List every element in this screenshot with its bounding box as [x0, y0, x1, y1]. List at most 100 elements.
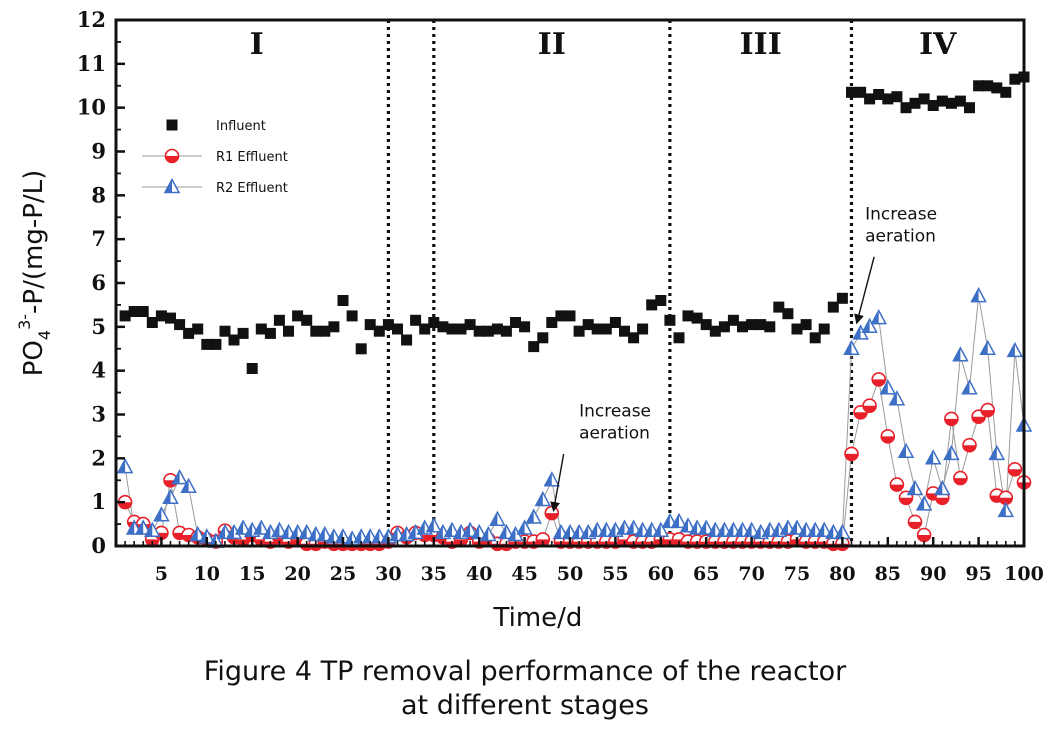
data-point-influent [882, 93, 894, 105]
data-point-influent [310, 325, 322, 337]
data-point-r2-effluent [498, 523, 515, 540]
circle-marker-outline [980, 402, 996, 418]
data-point-r2-effluent [870, 309, 887, 325]
square-marker-shape [936, 95, 948, 107]
circle-marker-outline [962, 437, 977, 453]
data-point-influent [936, 95, 948, 107]
circle-marker-outline [944, 411, 959, 427]
data-point-influent [228, 334, 240, 346]
square-marker-shape [646, 299, 658, 311]
triangle-marker-outline [543, 471, 561, 487]
triangle-marker-outline [897, 442, 915, 459]
triangle-marker-outline [761, 521, 779, 537]
data-point-influent [246, 363, 258, 374]
y-tick-label: 6 [91, 270, 106, 295]
data-point-influent [573, 325, 585, 337]
square-marker-shape [619, 325, 630, 337]
data-point-influent [273, 314, 285, 326]
triangle-marker-outline [280, 523, 297, 540]
data-point-influent [864, 93, 876, 105]
data-point-influent [818, 323, 830, 335]
x-tick-label: 35 [421, 563, 447, 585]
triangle-marker-outline [870, 309, 887, 325]
data-point-influent [582, 319, 594, 331]
data-point-r2-effluent [879, 379, 897, 395]
data-point-r2-effluent [171, 469, 188, 485]
data-point-influent [437, 321, 449, 333]
data-point-influent [183, 327, 195, 339]
y-axis-title: PO43--P/(mg-P/L) [15, 170, 54, 377]
annotation-arrow [550, 453, 565, 513]
data-point-influent [900, 102, 912, 114]
series-points [116, 71, 1033, 552]
legend-marker [166, 119, 178, 131]
data-point-influent [264, 327, 276, 339]
square-marker-shape [228, 334, 240, 346]
triangle-marker-outline [416, 519, 433, 535]
data-point-r2-effluent [788, 519, 806, 535]
data-point-r2-effluent [697, 519, 715, 535]
data-point-r2-effluent [407, 523, 424, 540]
data-point-influent [800, 319, 812, 331]
y-tick-label: 12 [77, 7, 106, 32]
data-point-influent [428, 317, 440, 328]
data-point-influent [192, 323, 204, 335]
triangle-marker-outline [716, 521, 733, 537]
triangle-marker-outline [389, 525, 406, 542]
legend-marker [164, 148, 180, 164]
triangle-marker-outline [770, 521, 788, 537]
triangle-marker-outline [752, 523, 769, 540]
data-point-r2-effluent [516, 519, 533, 535]
data-point-r2-effluent [988, 444, 1006, 461]
triangle-marker-outline [116, 458, 134, 474]
square-marker-shape [564, 310, 576, 322]
square-marker-shape [737, 321, 748, 333]
triangle-marker-outline [788, 519, 806, 535]
data-point-influent [655, 295, 667, 306]
triangle-marker-outline [988, 444, 1006, 461]
data-point-r1-effluent [980, 402, 996, 418]
square-marker-shape [746, 319, 758, 331]
square-marker-shape [166, 119, 178, 131]
stage-label: II [538, 27, 566, 62]
triangle-marker-outline [707, 521, 724, 537]
square-marker-shape [283, 325, 294, 337]
data-point-influent [500, 325, 512, 337]
data-point-r2-effluent [934, 479, 951, 496]
data-point-influent [982, 80, 994, 92]
data-point-influent [337, 295, 349, 306]
data-point-r2-effluent [670, 512, 688, 529]
circle-marker-outline [898, 490, 914, 506]
square-marker-shape [355, 343, 367, 355]
data-point-influent [491, 323, 503, 335]
data-point-r2-effluent [543, 471, 561, 487]
triangle-marker-outline [461, 521, 479, 537]
data-point-r1-effluent [544, 505, 560, 521]
square-marker-shape [510, 317, 521, 328]
triangle-marker-outline [743, 521, 760, 537]
square-marker-shape [855, 86, 867, 98]
data-point-influent [210, 338, 222, 350]
square-marker-shape [310, 325, 322, 337]
data-point-r2-effluent [425, 517, 443, 533]
x-tick-label: 30 [375, 563, 401, 585]
square-marker-shape [973, 80, 985, 92]
data-point-influent [292, 310, 304, 322]
triangle-marker-outline [307, 525, 325, 542]
data-point-influent [827, 301, 839, 313]
y-tick-label: 7 [91, 226, 106, 251]
square-marker-shape [128, 306, 140, 317]
x-tick-label: 80 [829, 563, 855, 585]
x-tick-label: 60 [648, 563, 674, 585]
figure-caption-line-2: at different stages [401, 690, 649, 721]
data-point-r1-effluent [916, 527, 932, 543]
square-marker-shape [809, 332, 821, 344]
square-marker-shape [682, 310, 694, 322]
square-marker-shape [818, 323, 830, 335]
data-point-influent [646, 299, 658, 311]
x-tick-label: 70 [738, 563, 764, 585]
data-point-influent [119, 310, 131, 322]
data-point-influent [746, 319, 758, 331]
